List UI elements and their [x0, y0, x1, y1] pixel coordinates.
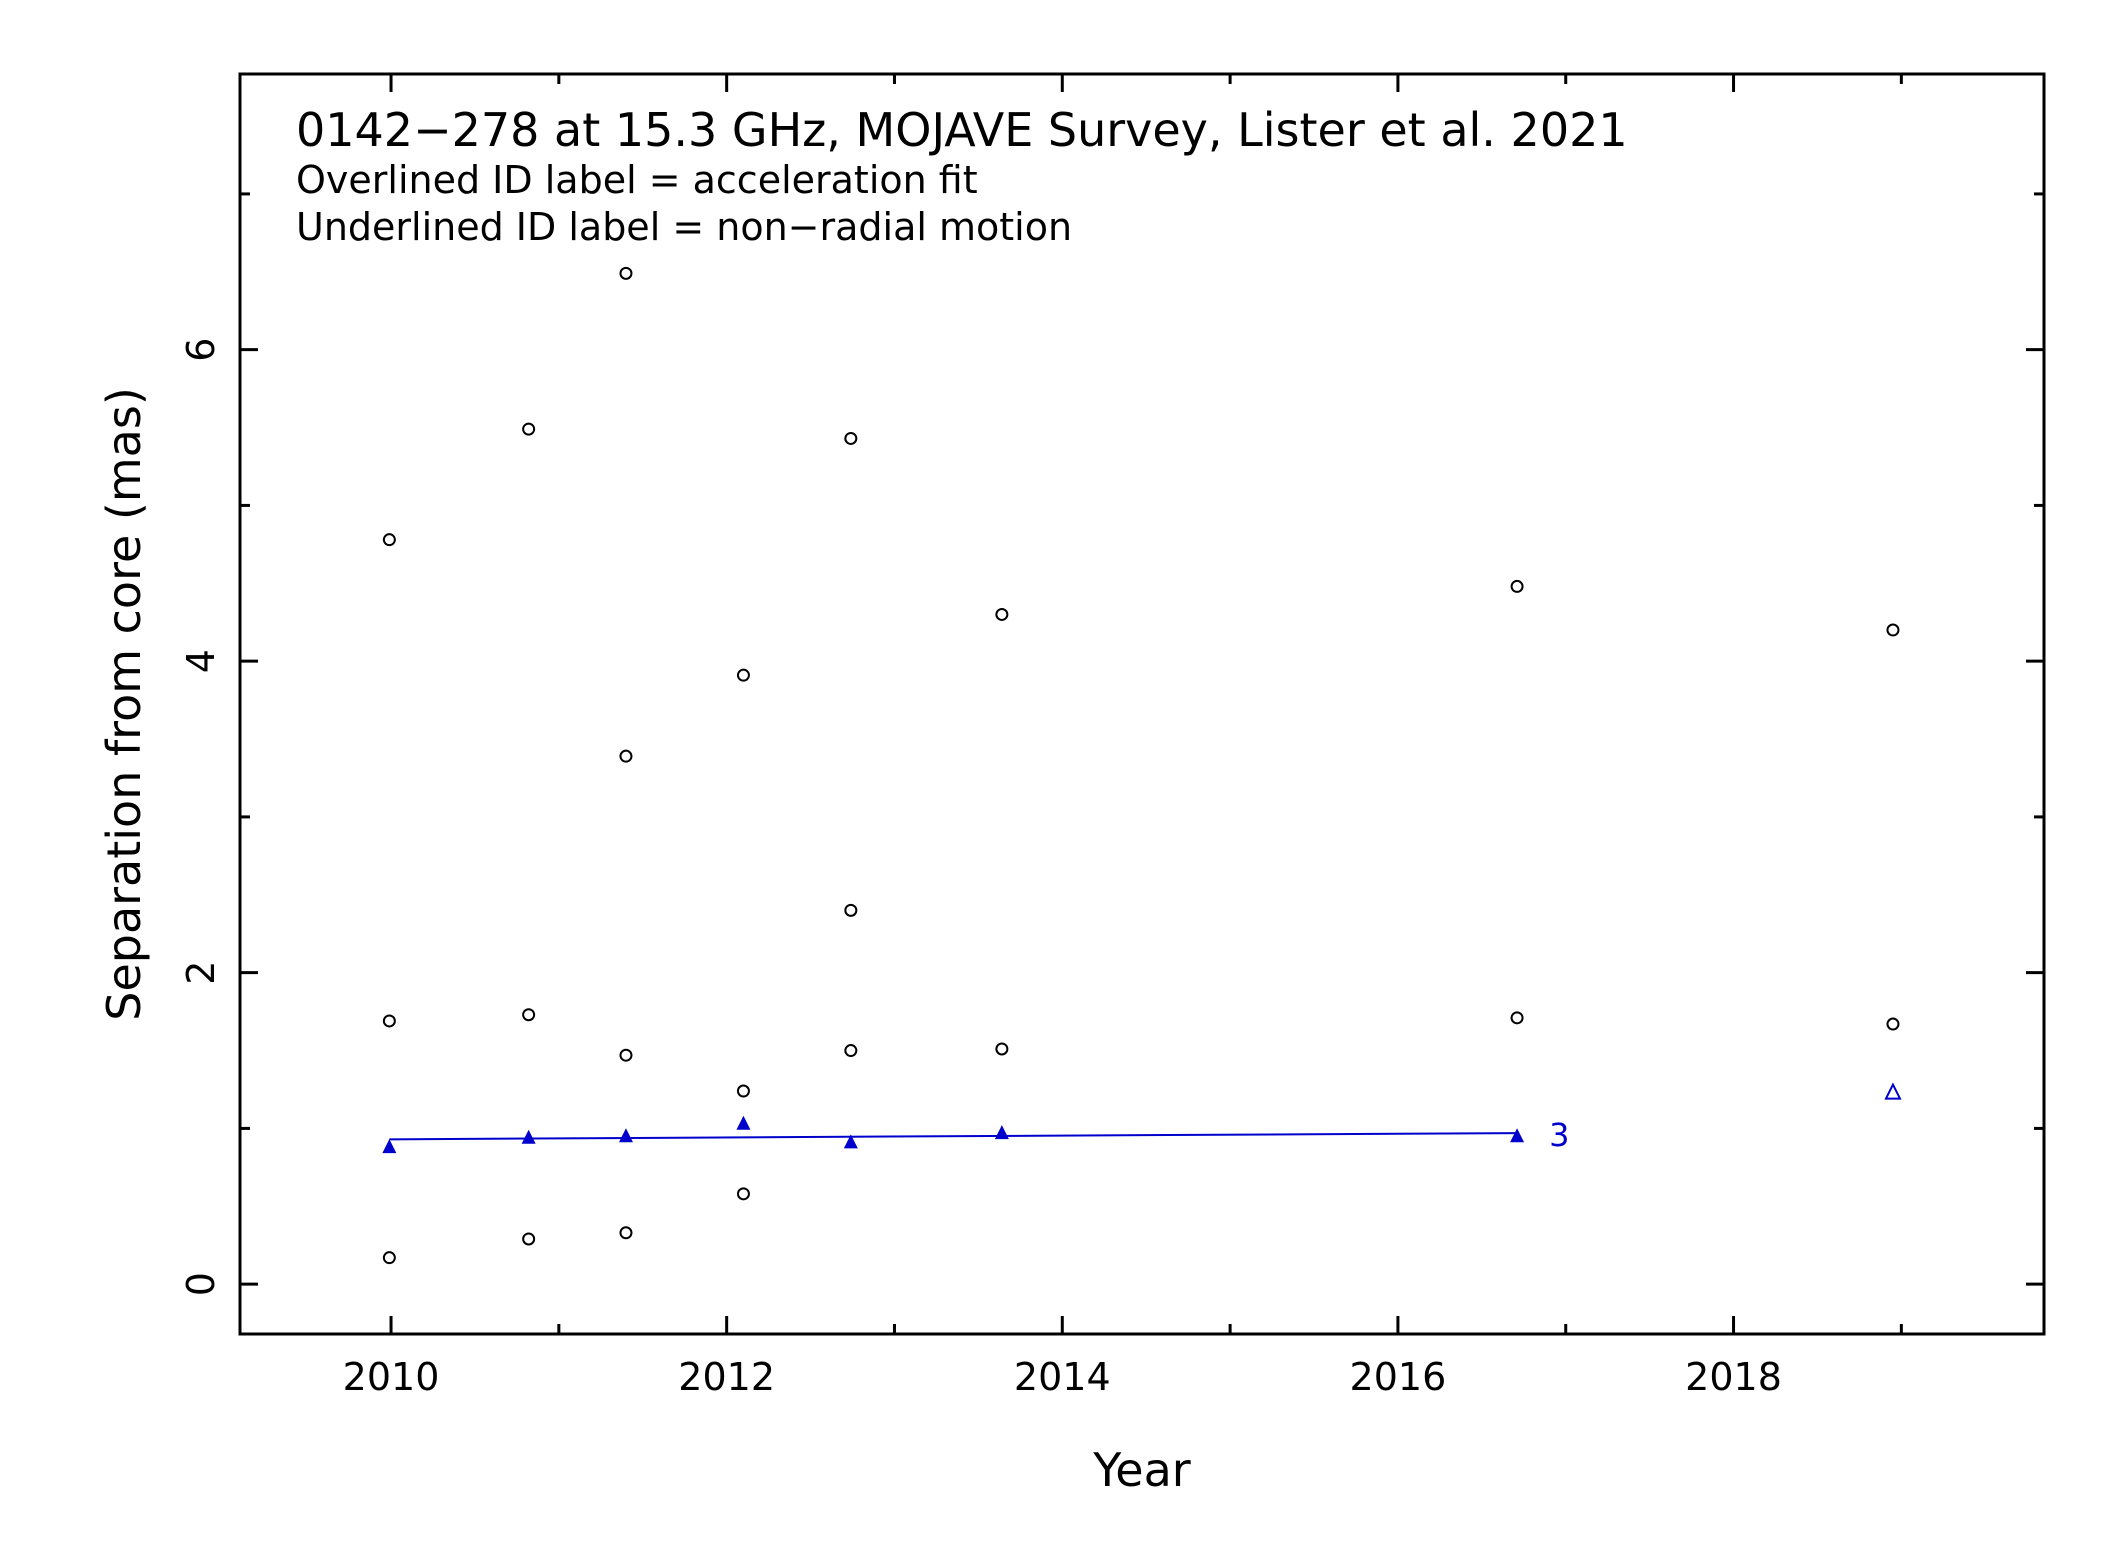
data-point [995, 607, 1009, 621]
component-point [382, 1139, 397, 1154]
chart-title: 0142−278 at 15.3 GHz, MOJAVE Survey, Lis… [296, 103, 1628, 157]
axis-ticks [240, 74, 2044, 1334]
data-point [736, 1187, 750, 1201]
fit-lines [389, 1132, 1518, 1141]
component-point [521, 1129, 536, 1144]
x-tick-label: 2018 [1685, 1355, 1782, 1399]
data-point [844, 1044, 858, 1058]
component-point [843, 1134, 858, 1149]
component-point [618, 1128, 633, 1143]
data-point [736, 1084, 750, 1098]
component-point-open [1884, 1082, 1902, 1100]
y-tick-label: 6 [179, 338, 223, 362]
data-points: 3 [382, 266, 1902, 1265]
component-point [1510, 1128, 1525, 1143]
y-tick-label: 0 [179, 1272, 223, 1296]
data-point [619, 266, 633, 280]
tick-labels: 2010 2012 2014 2016 2018 0 2 4 6 [179, 338, 1782, 1399]
data-point [522, 422, 536, 436]
data-point [844, 903, 858, 917]
data-point [619, 1048, 633, 1062]
data-point [995, 1042, 1009, 1056]
component-point [736, 1115, 751, 1130]
x-tick-label: 2014 [1014, 1355, 1111, 1399]
data-point [1886, 623, 1900, 637]
component-point [994, 1125, 1009, 1140]
data-point [619, 1226, 633, 1240]
data-point [736, 668, 750, 682]
x-axis-label: Year [1092, 1443, 1190, 1497]
x-tick-label: 2016 [1350, 1355, 1447, 1399]
data-point [619, 749, 633, 763]
x-tick-label: 2012 [678, 1355, 775, 1399]
data-point [1510, 1011, 1524, 1025]
data-point [382, 1014, 396, 1028]
data-point [382, 533, 396, 547]
y-tick-label: 4 [179, 649, 223, 673]
y-axis-label: Separation from core (mas) [97, 387, 151, 1021]
plot-frame [238, 72, 2046, 1336]
component-label: 3 [1549, 1116, 1569, 1154]
fit-line-component-3 [389, 1132, 1518, 1141]
note-overlined: Overlined ID label = acceleration fit [296, 158, 978, 202]
data-point [522, 1008, 536, 1022]
data-point [1510, 579, 1524, 593]
note-underlined: Underlined ID label = non−radial motion [296, 205, 1072, 249]
data-point [382, 1251, 396, 1265]
data-point [522, 1232, 536, 1246]
data-point [844, 431, 858, 445]
x-tick-label: 2010 [343, 1355, 440, 1399]
data-point [1886, 1017, 1900, 1031]
y-tick-label: 2 [179, 961, 223, 985]
